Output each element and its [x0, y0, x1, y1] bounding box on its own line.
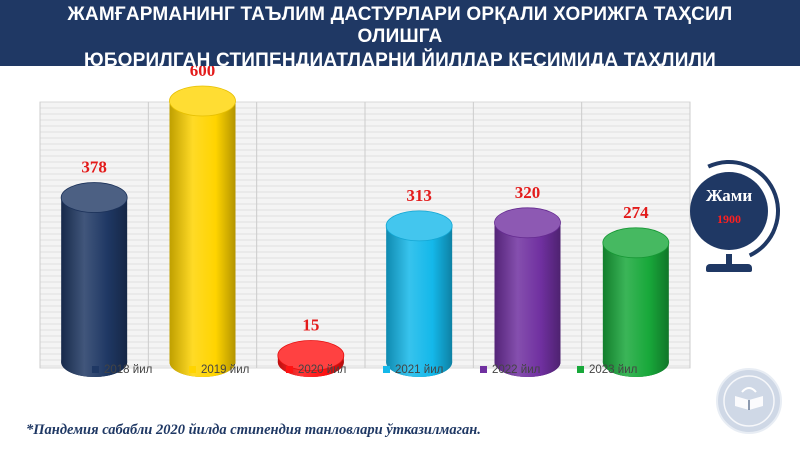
legend: 2018 йил 2019 йил 2020 йил 2021 йил 2022 йил… — [92, 364, 637, 376]
data-label: 600 — [190, 66, 216, 80]
book-emblem-icon — [723, 375, 775, 427]
bar-top — [169, 85, 236, 117]
legend-swatch — [383, 366, 390, 373]
bar-body — [494, 222, 561, 377]
cylinder-bar-chart: 378 600 15 313 320 274 2018 йил 2019 йил 2020 йи… — [39, 66, 691, 377]
title-line-1: ЖАМҒАРМАНИНГ ТАЪЛИМ ДАСТУРЛАРИ ОРҚАЛИ ХО… — [67, 4, 733, 25]
bar-5 — [494, 207, 561, 377]
bar-top — [385, 210, 453, 242]
total-badge: Жами 1900 — [690, 172, 768, 250]
bar-body — [386, 225, 453, 377]
title-banner: ЖАМҒАРМАНИНГ ТАЪЛИМ ДАСТУРЛАРИ ОРҚАЛИ ХО… — [0, 0, 800, 66]
legend-label: 2023 йил — [589, 364, 637, 376]
bar-1 — [60, 182, 128, 377]
bar-2 — [169, 85, 236, 377]
footnote: *Пандемия сабабли 2020 йилда стипендия т… — [26, 422, 481, 438]
legend-swatch — [189, 366, 196, 373]
legend-swatch — [480, 366, 487, 373]
data-label: 313 — [406, 186, 432, 205]
bar-body — [602, 242, 669, 377]
bar-body — [61, 197, 128, 377]
bar-top — [60, 182, 128, 213]
foundation-logo — [716, 368, 782, 434]
data-label: 274 — [623, 203, 649, 222]
title-line-2: ОЛИШГА — [357, 26, 443, 47]
bar-3 — [277, 340, 345, 377]
total-value: 1900 — [717, 212, 741, 226]
legend-swatch — [577, 366, 584, 373]
globe-base — [706, 264, 752, 272]
bar-4 — [385, 210, 453, 377]
legend-swatch — [286, 366, 293, 373]
data-label: 15 — [302, 315, 319, 334]
bar-body — [169, 101, 236, 377]
bar-top — [277, 340, 345, 371]
legend-label: 2020 йил — [298, 364, 346, 376]
bar-6 — [602, 227, 670, 377]
data-label: 378 — [81, 158, 107, 177]
plot-grid — [39, 101, 691, 369]
legend-label: 2019 йил — [201, 364, 249, 376]
globe-stand — [726, 254, 732, 266]
legend-swatch — [92, 366, 99, 373]
total-label: Жами — [705, 186, 753, 205]
legend-label: 2018 йил — [104, 364, 152, 376]
title-line-3: ЮБОРИЛГАН СТИПЕНДИАТЛАРНИ ЙИЛЛАР КЕСИМИД… — [84, 50, 716, 66]
bar-top — [602, 227, 670, 259]
bar-top — [494, 207, 561, 239]
legend-label: 2022 йил — [492, 364, 540, 376]
legend-label: 2021 йил — [395, 364, 443, 376]
data-label: 320 — [515, 183, 541, 202]
